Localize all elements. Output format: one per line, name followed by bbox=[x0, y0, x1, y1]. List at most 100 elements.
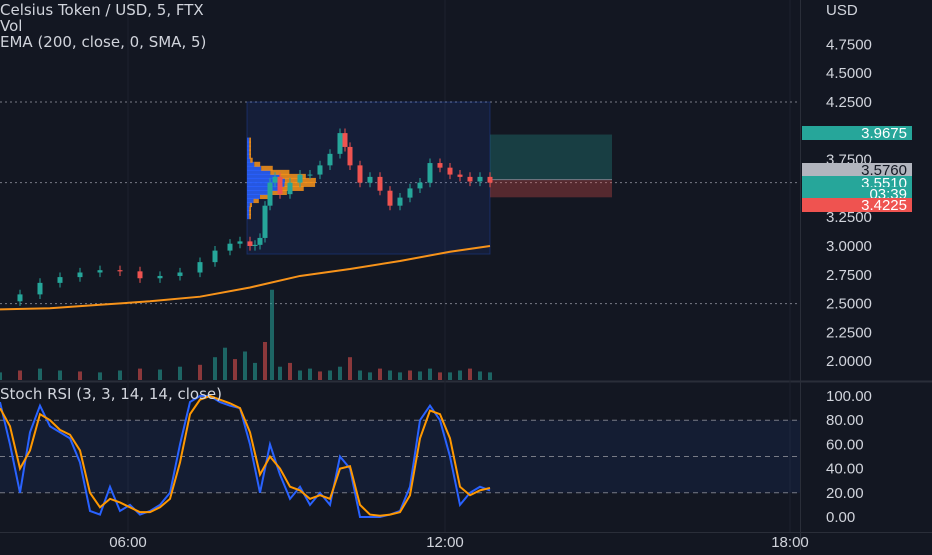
candle-body bbox=[247, 241, 253, 246]
symbol-title[interactable]: Celsius Token / USD, 5, FTX bbox=[0, 1, 204, 19]
time-axis-tick-label: 06:00 bbox=[109, 534, 147, 550]
candle-body bbox=[227, 243, 233, 251]
candle-body bbox=[277, 176, 283, 195]
volume-profile-bar-down bbox=[247, 198, 254, 204]
price-tag-stop bbox=[802, 198, 912, 212]
volume-bar bbox=[0, 372, 2, 380]
volume-bar bbox=[468, 368, 472, 380]
volume-profile-bar-down bbox=[247, 141, 250, 147]
volume-bar bbox=[308, 368, 312, 380]
volume-bar bbox=[138, 368, 142, 380]
candle-body bbox=[262, 205, 268, 238]
candle-body bbox=[307, 174, 313, 176]
price-tag-label: 3.9675 bbox=[861, 125, 907, 142]
volume-bar bbox=[418, 371, 422, 380]
candle-body bbox=[252, 244, 258, 246]
price-axis-tick-label: 2.0000 bbox=[826, 353, 872, 370]
price-axis-tick-label: 3.2500 bbox=[826, 209, 872, 226]
volume-bar bbox=[408, 370, 412, 380]
price-tag-target bbox=[802, 126, 912, 140]
candle-body bbox=[377, 176, 383, 191]
volume-bar bbox=[388, 370, 392, 380]
volume-profile-bar-down bbox=[247, 157, 251, 163]
stoch-rsi-indicator-label[interactable]: Stoch RSI (3, 3, 14, 14, close) bbox=[0, 385, 222, 403]
volume-profile-bar-down bbox=[247, 153, 250, 159]
volume-bar bbox=[398, 372, 402, 380]
volume-bar bbox=[223, 347, 227, 380]
volume-profile-bar-down bbox=[247, 214, 250, 220]
candle-body bbox=[212, 250, 218, 263]
volume-profile-bar-up bbox=[260, 194, 271, 200]
price-axis-tick-label: 4.2500 bbox=[826, 94, 872, 111]
volume-profile-bar-up bbox=[249, 141, 251, 147]
candle-body bbox=[237, 241, 243, 244]
volume-bar bbox=[348, 357, 352, 380]
candle-body bbox=[427, 163, 433, 183]
candle-body bbox=[417, 182, 423, 189]
volume-profile-bar-up bbox=[249, 145, 251, 151]
volume-bar bbox=[78, 371, 82, 380]
volume-profile-bar-down bbox=[247, 181, 285, 187]
volume-bar bbox=[213, 357, 217, 380]
price-axis-tick-label: 2.7500 bbox=[826, 267, 872, 284]
volume-profile-bar-up bbox=[254, 161, 261, 167]
candle-body bbox=[357, 165, 363, 183]
volume-profile-bar-down bbox=[247, 161, 255, 167]
candle-body bbox=[97, 270, 103, 273]
candle-body bbox=[457, 174, 463, 177]
stoch-axis-tick-label: 0.00 bbox=[826, 509, 855, 526]
candle-body bbox=[117, 270, 123, 272]
volume-profile-bar-up bbox=[249, 202, 252, 208]
volume-profile-bar-up bbox=[249, 149, 251, 155]
volume-indicator-label[interactable]: Vol bbox=[0, 17, 23, 35]
candle-body bbox=[467, 176, 473, 182]
volume-bar bbox=[378, 368, 382, 380]
volume-profile-bar-down bbox=[247, 177, 285, 183]
volume-profile-bar-down bbox=[247, 145, 250, 151]
trade-stop-zone bbox=[490, 179, 612, 198]
candle-body bbox=[367, 176, 373, 183]
candle-body bbox=[297, 174, 303, 183]
volume-bar bbox=[458, 370, 462, 380]
time-axis-tick-label: 12:00 bbox=[426, 534, 464, 550]
volume-bar bbox=[118, 370, 122, 380]
volume-profile-bar-down bbox=[247, 190, 269, 196]
volume-profile-bar-down bbox=[247, 210, 250, 216]
volume-bar bbox=[38, 368, 42, 380]
volume-profile-bar-down bbox=[247, 165, 262, 171]
stoch-d-line bbox=[0, 394, 491, 517]
volume-bar bbox=[448, 372, 452, 380]
price-axis-tick-label: 2.5000 bbox=[826, 296, 872, 313]
price-axis-tick-label: 4.5000 bbox=[826, 65, 872, 82]
candle-body bbox=[477, 176, 483, 182]
candle-body bbox=[267, 182, 273, 206]
candle-body bbox=[287, 182, 293, 195]
volume-bar bbox=[270, 289, 274, 380]
candle-body bbox=[17, 294, 23, 302]
volume-bar bbox=[158, 369, 162, 380]
volume-profile-bar-down bbox=[247, 169, 271, 175]
candle-body bbox=[272, 176, 278, 183]
volume-bar bbox=[338, 366, 342, 380]
volume-bar bbox=[243, 351, 247, 380]
volume-profile-bar-up bbox=[250, 157, 253, 163]
price-axis-tick-label: 3.0000 bbox=[826, 238, 872, 255]
volume-profile-bar-down bbox=[247, 206, 250, 212]
candle-body bbox=[347, 146, 353, 166]
volume-profile-bar-down bbox=[247, 149, 250, 155]
volume-profile-bar-up bbox=[249, 210, 251, 216]
price-axis-tick-label: 4.7500 bbox=[826, 36, 872, 53]
volume-bar bbox=[298, 370, 302, 380]
ema-indicator-label[interactable]: EMA (200, close, 0, SMA, 5) bbox=[0, 33, 207, 51]
price-tag-last bbox=[802, 176, 912, 190]
candle-body bbox=[407, 188, 413, 198]
volume-bar bbox=[18, 370, 22, 380]
volume-profile-bar-down bbox=[247, 194, 261, 200]
volume-bar bbox=[358, 370, 362, 380]
candle-body bbox=[77, 272, 83, 278]
price-tag-countdown bbox=[802, 187, 912, 201]
volume-profile-bar-down bbox=[247, 202, 250, 208]
